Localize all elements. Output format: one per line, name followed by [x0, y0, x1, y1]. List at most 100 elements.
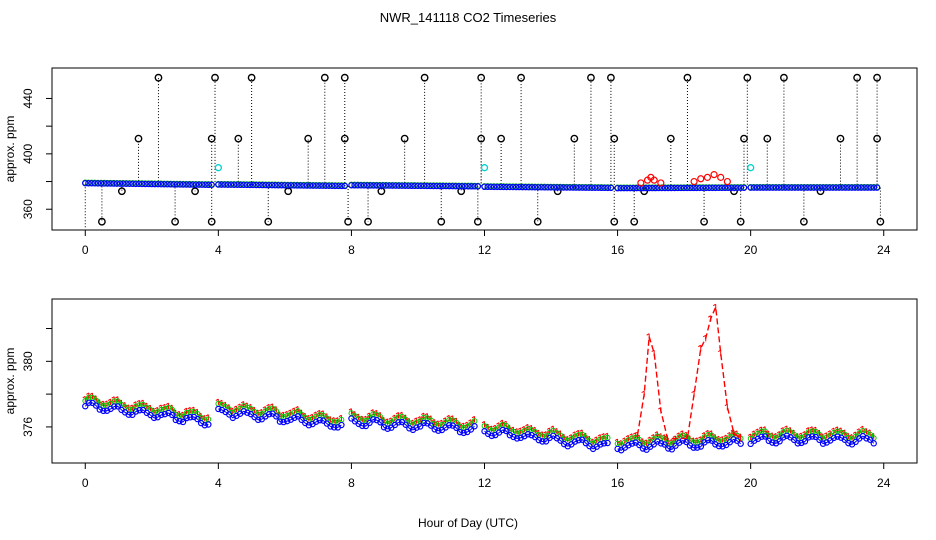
bottom-red-point — [154, 406, 159, 414]
bottom-blue-point — [283, 417, 291, 425]
bottom-red-point — [647, 436, 651, 443]
top-blue-point — [253, 181, 260, 189]
top-blue-point — [373, 182, 380, 189]
bottom-blue-point — [176, 417, 183, 425]
top-blue-point — [370, 182, 377, 189]
bottom-blue-point — [816, 436, 823, 444]
bottom-red-point — [690, 437, 695, 444]
bottom-red-point — [284, 410, 288, 418]
top-spike-high-point — [340, 73, 349, 82]
top-red-point — [650, 176, 658, 184]
top-spike-mid-point — [836, 134, 845, 143]
bottom-red-point — [860, 425, 864, 433]
bottom-red-point — [147, 404, 151, 412]
top-blue-point — [192, 181, 200, 188]
bottom-blue-point — [161, 410, 169, 418]
bottom-data-marks — [82, 303, 877, 454]
top-blue-point — [569, 184, 577, 191]
top-blue-point — [642, 184, 650, 192]
bottom-red-point — [614, 438, 619, 446]
bottom-red-point — [377, 411, 381, 419]
top-blue-point — [468, 183, 475, 190]
top-blue-point — [718, 184, 726, 192]
bottom-blue-point — [276, 418, 284, 425]
top-blue-point — [256, 181, 263, 189]
bottom-blue-point — [366, 419, 373, 427]
bottom-blue-point — [125, 411, 132, 418]
bottom-blue-point — [769, 439, 776, 446]
top-blue-point — [462, 183, 469, 190]
top-y-tick-label: 400 — [21, 144, 35, 164]
bottom-red-point — [180, 411, 184, 419]
bottom-blue-point — [187, 414, 194, 421]
top-blue-point — [351, 182, 358, 189]
top-blue-point — [170, 181, 177, 188]
bottom-blue-point — [402, 421, 409, 428]
bottom-red-peak-point — [658, 407, 662, 414]
bottom-red-point — [395, 412, 399, 419]
top-blue-point — [281, 182, 288, 189]
bottom-red-point — [316, 409, 321, 417]
bottom-red-point — [827, 430, 831, 437]
bottom-blue-point — [201, 422, 208, 429]
top-blue-point — [138, 180, 146, 188]
bottom-red-point — [464, 421, 468, 429]
bottom-blue-point — [870, 440, 877, 447]
bottom-blue-point — [542, 438, 550, 445]
top-blue-point — [446, 182, 453, 190]
top-blue-point — [379, 182, 387, 189]
top-blue-point — [829, 184, 837, 191]
bottom-red-point — [450, 415, 454, 422]
top-blue-point — [740, 184, 748, 191]
bottom-red-point — [183, 407, 188, 415]
bottom-blue-point — [172, 416, 179, 424]
top-spike-low-point — [630, 217, 639, 226]
top-spike-high-point — [211, 73, 219, 82]
bottom-blue-point — [445, 421, 453, 429]
bottom-blue-point — [82, 403, 89, 410]
bottom-red-point — [424, 413, 428, 420]
top-blue-point — [135, 180, 143, 188]
bottom-red-point — [708, 430, 713, 437]
bottom-blue-point — [704, 436, 712, 444]
top-blue-point — [157, 180, 165, 188]
top-blue-point — [246, 181, 254, 189]
bottom-red-peak-point — [731, 430, 735, 437]
top-blue-point — [458, 183, 466, 190]
top-blue-point — [804, 184, 811, 191]
bottom-red-point — [201, 414, 206, 422]
bottom-red-point — [295, 406, 299, 413]
top-spike-low-point — [700, 217, 708, 226]
top-blue-point — [154, 180, 162, 188]
bottom-red-point — [776, 431, 781, 438]
bottom-red-point — [471, 415, 476, 423]
top-blue-point — [538, 184, 545, 191]
top-blue-point — [430, 182, 437, 190]
chart-title: NWR_141118 CO2 Timeseries — [380, 10, 557, 25]
top-x-tick-label: 0 — [82, 243, 89, 257]
top-blue-point — [82, 179, 89, 187]
top-blue-point — [300, 182, 307, 189]
bottom-red-peak-point — [697, 344, 702, 352]
top-blue-point — [579, 184, 586, 191]
bottom-blue-point — [506, 432, 514, 439]
bottom-blue-point — [535, 436, 543, 444]
top-blue-point — [465, 183, 472, 190]
bottom-y-tick-label: 380 — [21, 351, 35, 371]
bottom-blue-point — [377, 419, 384, 426]
top-blue-point — [249, 181, 257, 189]
top-blue-point — [864, 184, 871, 191]
top-blue-point — [649, 184, 656, 192]
bottom-red-point — [259, 408, 263, 416]
top-blue-point — [148, 180, 155, 188]
bottom-blue-point — [427, 422, 435, 429]
top-spike-high-point — [517, 73, 525, 82]
top-blue-point — [180, 181, 187, 188]
top-blue-point — [747, 184, 754, 191]
top-blue-point — [411, 182, 418, 190]
top-spike-low-point — [264, 217, 273, 226]
top-blue-point — [756, 184, 764, 191]
bottom-red-point — [446, 414, 450, 422]
bottom-red-point — [651, 434, 655, 441]
